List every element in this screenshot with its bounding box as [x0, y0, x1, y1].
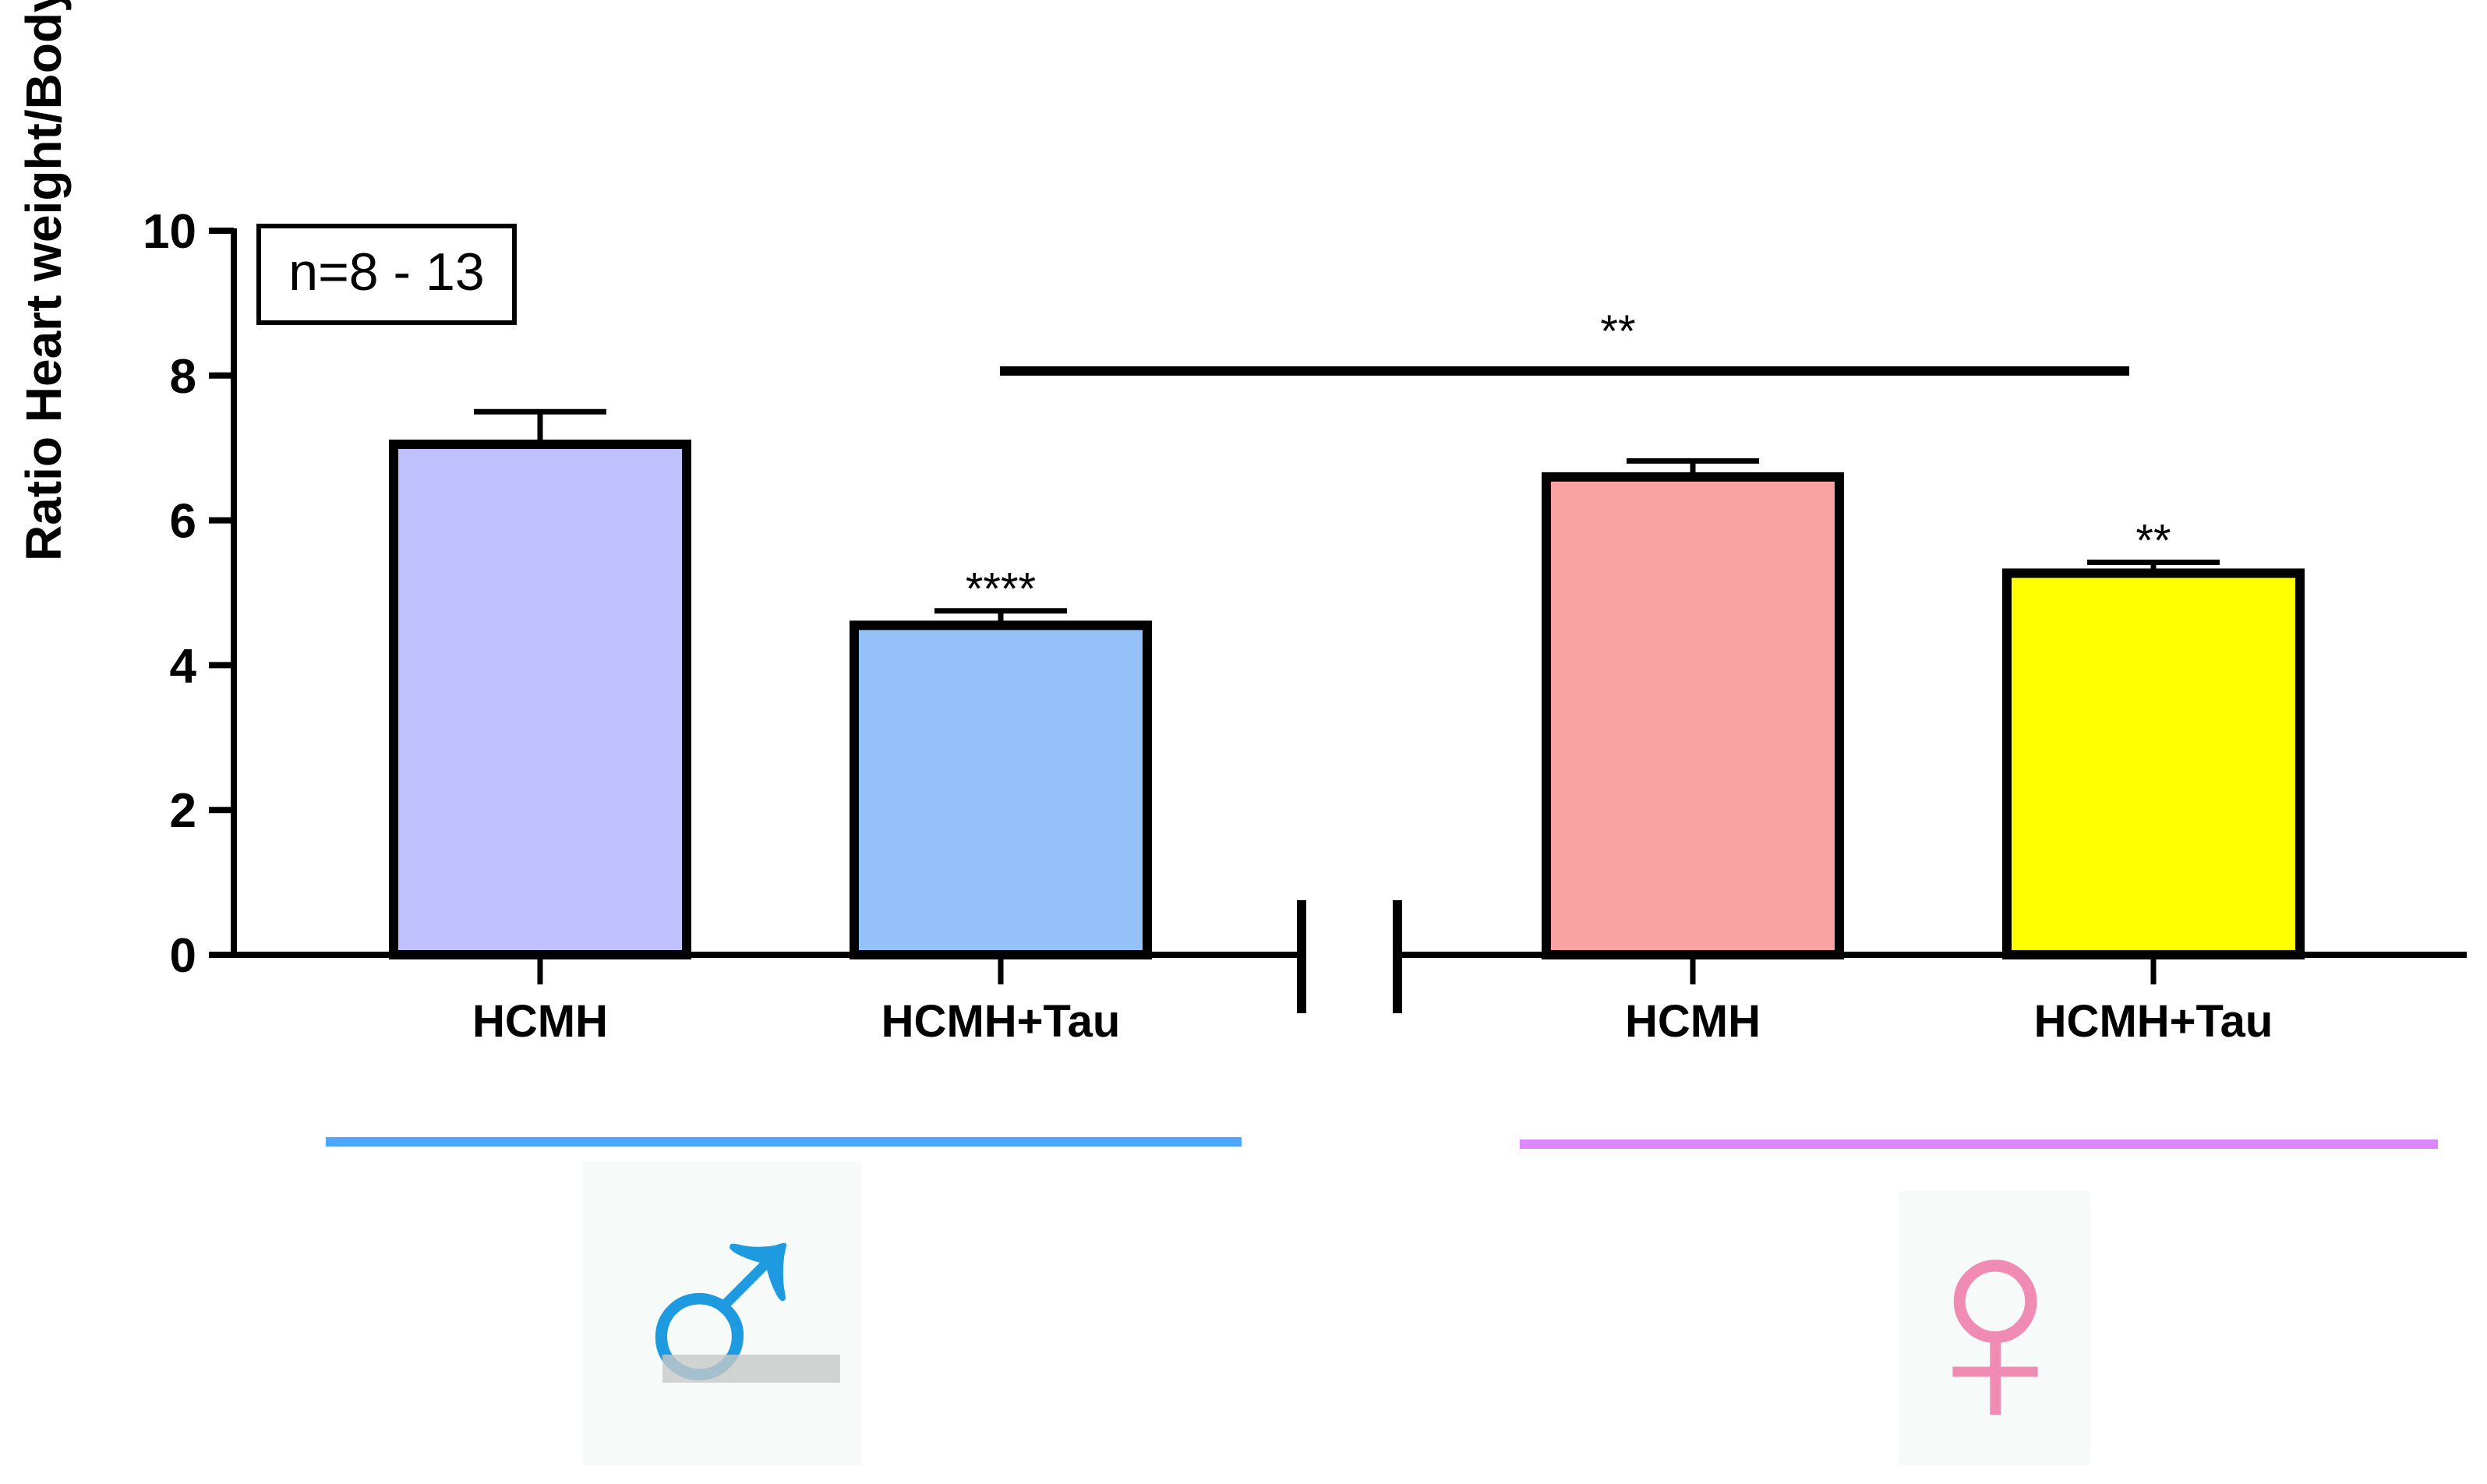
y-tick-label: 6 — [170, 495, 196, 549]
bar — [389, 440, 691, 959]
y-tick-label: 0 — [170, 929, 196, 983]
x-tick-label: HCMH — [472, 996, 608, 1047]
labels: HCMH HCMH+Tau****HCMH HCMH+Tau**** — [472, 306, 2273, 1047]
comparison-label: ** — [1600, 306, 1635, 357]
male-symbol-backdrop — [583, 1161, 862, 1465]
bar — [1542, 472, 1844, 959]
female-symbol-backdrop — [1899, 1191, 2090, 1465]
bar — [2002, 568, 2305, 959]
significance-label: ** — [2135, 515, 2171, 566]
y-tick-label: 8 — [170, 350, 196, 404]
significance-label: **** — [966, 564, 1036, 615]
y-axis-label: Ratio Heart weight/Body weight (g/kg) — [16, 0, 72, 561]
female-symbol-icon: ♀ — [1885, 1158, 2107, 1484]
y-tick-label: 4 — [170, 639, 197, 693]
y-tick-label: 10 — [143, 205, 196, 259]
y-tick-label: 2 — [170, 784, 196, 838]
x-tick-label: HCMH — [1625, 996, 1761, 1047]
male-symbol-icon: ♂ — [604, 1136, 838, 1484]
male-symbol-smudge — [662, 1355, 840, 1383]
bar — [850, 620, 1152, 959]
annotation-text: n=8 - 13 — [288, 242, 484, 302]
annotation-box — [256, 224, 517, 325]
x-tick-label: HCMH+Tau — [881, 996, 1121, 1047]
x-tick-label: HCMH+Tau — [2034, 996, 2273, 1047]
bars — [389, 408, 2305, 959]
